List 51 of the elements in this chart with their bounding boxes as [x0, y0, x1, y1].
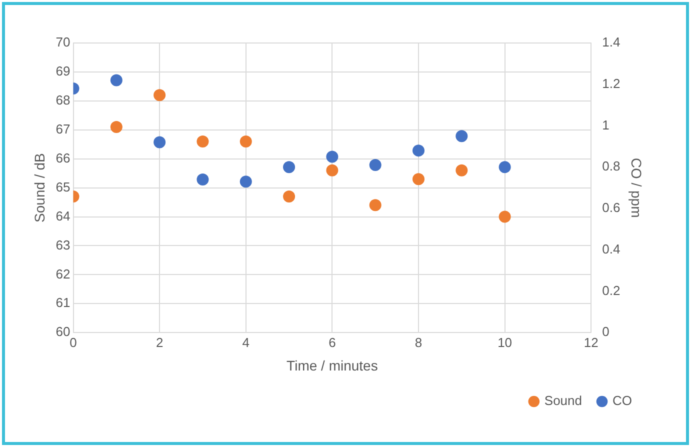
point [369, 159, 382, 172]
y-tick-label: 65 [56, 179, 70, 194]
point [283, 161, 296, 174]
x-tick-label: 8 [414, 334, 422, 350]
y-axis-title: Sound / dB [31, 153, 48, 222]
point [196, 174, 209, 186]
y-tick-label: 69 [56, 64, 70, 79]
x-tick-label: 2 [156, 334, 164, 350]
x-tick-label: 12 [584, 334, 598, 350]
y-tick-label: 66 [56, 150, 70, 166]
y2-tick-label: 1.4 [602, 34, 620, 50]
x-tick-label: 10 [498, 334, 512, 350]
legend-label: CO [612, 393, 632, 408]
x-tick-label: 0 [70, 334, 77, 350]
legend-label: Sound [544, 393, 582, 408]
point [240, 176, 252, 188]
y2-tick-label: 0.2 [602, 282, 620, 298]
y2-tick-label: 0 [602, 324, 610, 340]
y-tick-label: 62 [56, 266, 70, 282]
y2-tick-label: 0.4 [602, 241, 620, 256]
y-tick-label: 67 [56, 121, 70, 136]
point [283, 190, 296, 202]
point [196, 135, 209, 148]
y2-tick-label: 0.8 [602, 158, 620, 174]
point [412, 173, 425, 186]
y2-tick-label: 1.2 [602, 76, 620, 91]
y-tick-label: 70 [56, 34, 70, 50]
y2-tick-label: 0.6 [602, 200, 620, 216]
point [154, 89, 166, 102]
y-tick-label: 68 [56, 92, 70, 108]
point [456, 130, 468, 142]
y-tick-label: 60 [56, 324, 70, 340]
point [154, 136, 166, 148]
y2-axis-title: CO / ppm [628, 158, 645, 218]
point [326, 150, 338, 163]
point [110, 120, 122, 133]
point [240, 135, 252, 148]
point [412, 144, 425, 157]
point [498, 161, 511, 174]
point [326, 164, 338, 176]
point [110, 74, 122, 86]
y-tick-label: 64 [56, 208, 70, 224]
point [369, 199, 382, 212]
x-tick-label: 6 [328, 334, 336, 350]
y2-tick-label: 1 [602, 117, 610, 132]
y-tick-label: 61 [56, 295, 70, 310]
x-axis-title: Time / minutes [286, 357, 378, 374]
x-tick-label: 4 [242, 334, 250, 350]
y-tick-label: 63 [56, 237, 70, 252]
point [498, 210, 511, 223]
point [456, 164, 468, 176]
